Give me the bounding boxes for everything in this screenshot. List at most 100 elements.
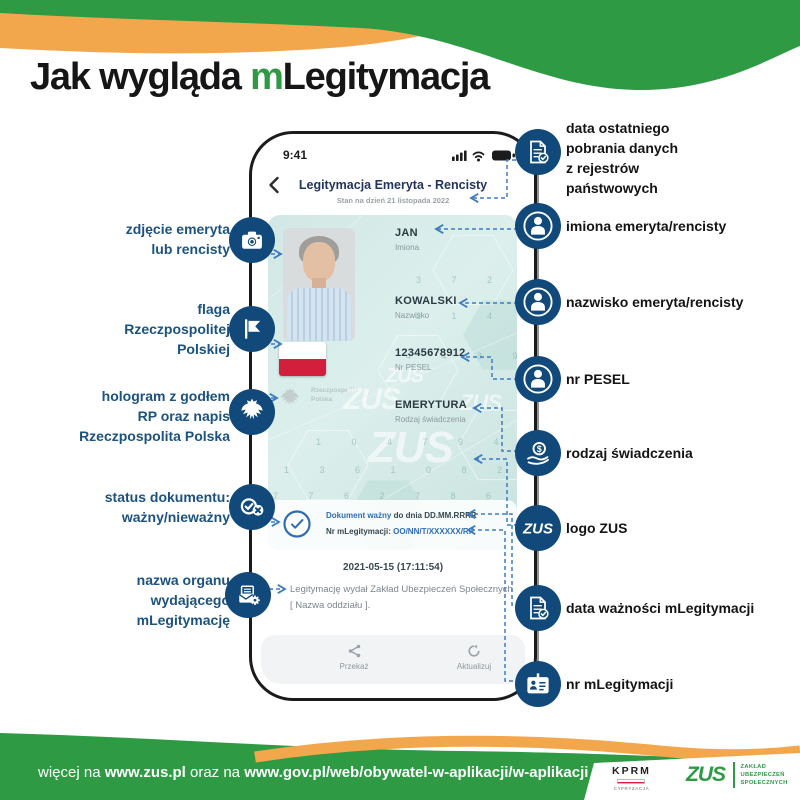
field-value: KOWALSKI: [395, 295, 457, 307]
zus-watermark: ZUS: [386, 365, 424, 387]
zus-wordmark: ZUS: [686, 763, 726, 786]
zus-watermark: ZUS: [368, 423, 454, 472]
zus-watermark: ZUS: [343, 383, 401, 416]
callout-line: zdjęcie emeryta: [125, 221, 230, 237]
flag-icon: [229, 306, 275, 352]
top-wave-decoration: [0, 0, 800, 90]
download-timestamp: 2021-05-15 (17:11:54): [342, 562, 444, 573]
callout-line: hologram z godłem: [101, 388, 230, 404]
callout-line: z rejestrów: [566, 160, 640, 176]
field-label: Nazwisko: [395, 311, 430, 320]
watermark-digits: 2 1 4: [416, 311, 507, 321]
title-pre: Jak wygląda: [30, 56, 251, 98]
callout-line: nr mLegitymacji: [566, 676, 674, 692]
callout-status-label: status dokumentu: ważny/nieważny: [40, 487, 230, 527]
callout-imiona-label: imiona emeryta/rencisty: [566, 216, 796, 236]
issuer-line: Legitymację wydał Zakład Ubezpieczeń Spo…: [290, 584, 513, 595]
zus-logo-caption: ZAKŁAD UBEZPIECZEŃ SPOŁECZNYCH: [741, 763, 788, 787]
screen-title: Legitymacja Emeryta - Rencisty: [298, 178, 488, 192]
callout-line: Polskiej: [177, 341, 230, 357]
field-value: EMERYTURA: [395, 399, 467, 411]
callout-line: nr PESEL: [566, 371, 630, 387]
share-icon: [348, 644, 361, 658]
mlegitymacja-card: Rzeczpospolita Polska ZUS ZUS ZUS ZUS 3 …: [268, 215, 517, 550]
callout-swiadczenie-label: rodzaj świadczenia: [566, 443, 796, 463]
callout-line: pobrania danych: [566, 140, 679, 156]
valid-check-icon: [282, 509, 312, 539]
bottom-wave-decoration: [0, 733, 800, 800]
share-label: Przekaż: [339, 662, 369, 671]
photo-face: [303, 242, 335, 282]
zus-logo-divider: [733, 762, 735, 788]
status-bar-time: 9:41: [283, 148, 308, 162]
hologram-caption-line: Rzeczpospolita: [311, 387, 359, 394]
footer-links: więcej na www.zus.pl oraz na www.gov.pl/…: [38, 764, 588, 781]
watermark-digits: 1 3 6 1 0 8 2 5 3: [284, 465, 517, 475]
callout-issuer-label: nazwa organu wydającego mLegitymację: [40, 570, 230, 630]
hologram-caption-line: Polska: [311, 395, 332, 403]
zus-url-link[interactable]: www.zus.pl: [104, 764, 186, 781]
field-swiadczenie: EMERYTURA Rodzaj świadczenia: [395, 399, 467, 424]
status-bar-icons: [452, 148, 516, 162]
callout-line: państwowych: [566, 180, 658, 196]
photo-shirt: [287, 288, 351, 341]
issuer-line: [ Nazwa oddziału ].: [290, 600, 371, 611]
refresh-button[interactable]: Aktualizuj: [434, 643, 514, 671]
mlegitymacja-number-label: Nr mLegitymacji:: [326, 527, 394, 536]
kprm-logo: KPRM CYFRYZACJA: [612, 765, 651, 791]
callout-hologram-label: hologram z godłem RP oraz napis Rzeczpos…: [40, 386, 230, 446]
document-sync-icon: [515, 129, 561, 175]
document-check-icon: [515, 585, 561, 631]
watermark-digits: 3 7 2: [416, 275, 507, 285]
kprm-flag-stripe: [617, 779, 646, 784]
back-chevron-icon[interactable]: [268, 176, 280, 194]
callout-line: logo ZUS: [566, 520, 628, 536]
title-accent: m: [250, 56, 284, 98]
person-icon: [515, 203, 561, 249]
valid-invalid-icon: [229, 484, 275, 530]
validity-text: Dokument ważny do dnia DD.MM.RRRR Nr mLe…: [326, 508, 477, 540]
callout-line: status dokumentu:: [104, 489, 230, 505]
footer-text-pre: więcej na: [38, 764, 105, 781]
gov-url-link[interactable]: www.gov.pl/web/obywatel-w-aplikacji/w-ap…: [244, 764, 589, 781]
eagle-icon: [229, 389, 275, 435]
camera-icon: [229, 217, 275, 263]
page-title: Jak wygląda mLegitymacja: [30, 56, 491, 99]
validity-date: do dnia DD.MM.RRRR: [391, 511, 477, 520]
field-label: Nr PESEL: [395, 363, 432, 372]
poland-flag: [279, 342, 326, 376]
phone-mockup: 9:41 Legitymacja Emeryta -: [249, 131, 537, 701]
callout-flag-label: flaga Rzeczpospolitej Polskiej: [40, 299, 230, 359]
field-value: JAN: [395, 227, 418, 239]
callout-line: mLegitymację: [136, 612, 230, 628]
kprm-subtitle: CYFRYZACJA: [613, 786, 650, 791]
watermark-digits: 1 0 4 7 9 4 6 8: [316, 437, 517, 447]
callout-line: nazwa organu: [136, 572, 230, 588]
title-rest: Legitymacja: [282, 56, 491, 98]
callout-line: RP oraz napis: [137, 408, 230, 424]
callout-line: rodzaj świadczenia: [566, 445, 693, 461]
callout-photo-label: zdjęcie emeryta lub rencisty: [40, 219, 230, 259]
validity-status: Dokument ważny: [326, 511, 392, 520]
id-card-icon: [515, 661, 561, 707]
signal-wifi-battery-icon: [452, 150, 515, 162]
callout-line: Rzeczpospolita Polska: [79, 428, 230, 444]
zus-caption-line: ZAKŁAD: [740, 764, 767, 770]
callout-pesel-label: nr PESEL: [566, 369, 796, 389]
field-label: Rodzaj świadczenia: [395, 415, 466, 424]
callout-data-pobrania-label: data ostatniego pobrania danych z rejest…: [566, 118, 796, 198]
zus-logo-icon: ZUS: [515, 505, 561, 551]
issuer-text: Legitymację wydał Zakład Ubezpieczeń Spo…: [290, 582, 520, 614]
callout-line: flaga: [197, 301, 230, 317]
phone-navbar: Przekaż Aktualizuj: [261, 635, 525, 684]
share-button[interactable]: Przekaż: [314, 643, 394, 671]
hologram-eagle: Rzeczpospolita Polska: [277, 384, 387, 418]
refresh-icon: [468, 644, 480, 657]
hologram-eagle-icon: [281, 388, 299, 405]
field-value: 12345678912: [395, 347, 466, 359]
person-icon: [515, 356, 561, 402]
field-label: Imiona: [395, 243, 420, 252]
callout-line: lub rencisty: [151, 241, 230, 257]
watermark-digits: 7 7 6 2 7 8 6 2: [273, 491, 517, 501]
